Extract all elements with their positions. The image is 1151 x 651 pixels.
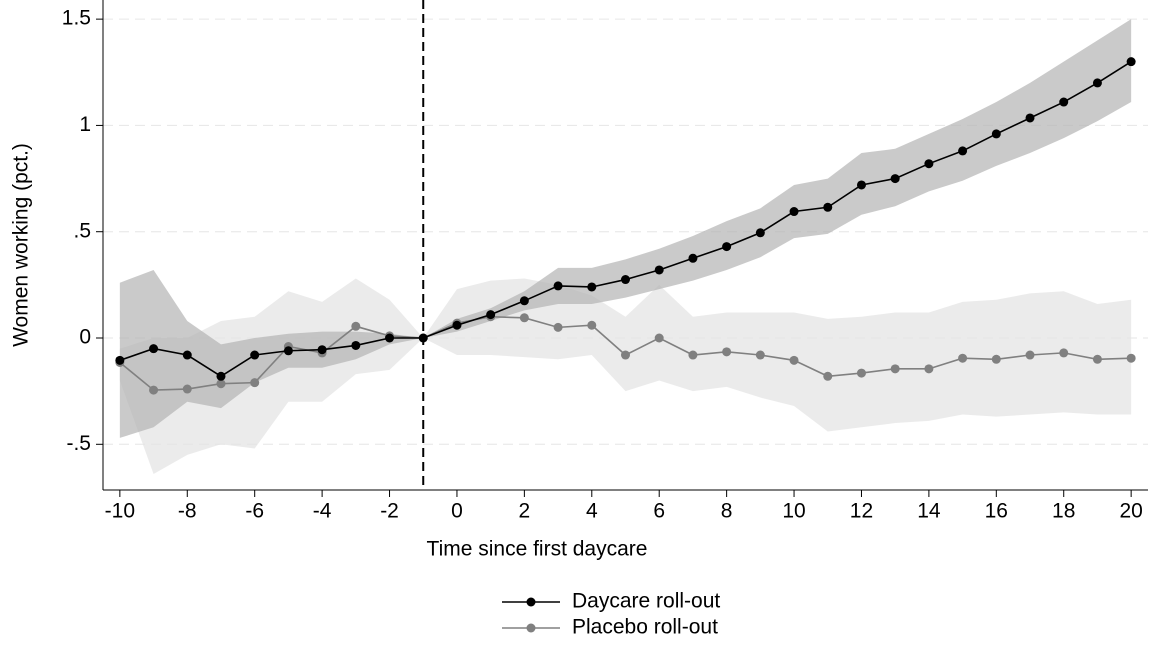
data-point	[1059, 97, 1069, 107]
data-point	[1092, 78, 1102, 88]
data-point	[1126, 57, 1136, 67]
x-tick-label: 4	[586, 500, 598, 523]
confidence-band	[119, 19, 1132, 438]
x-axis-label: Time since first daycare	[427, 538, 648, 561]
x-tick-label: 12	[850, 500, 873, 523]
x-tick-label: 10	[782, 500, 805, 523]
data-point	[553, 281, 563, 291]
data-point	[250, 350, 260, 360]
data-point	[1092, 354, 1102, 364]
data-point	[621, 275, 630, 285]
x-tick-label: 20	[1119, 500, 1142, 523]
data-point	[1059, 348, 1069, 358]
x-tick-label: -2	[380, 500, 399, 523]
data-point	[823, 202, 833, 212]
data-point	[149, 385, 159, 395]
data-point	[688, 253, 698, 263]
data-point	[958, 146, 968, 156]
data-point	[149, 344, 159, 354]
data-point	[452, 320, 462, 330]
data-point	[924, 159, 934, 169]
data-point	[755, 228, 765, 238]
data-point	[216, 379, 226, 389]
legend-marker	[526, 597, 536, 607]
data-point	[418, 333, 428, 343]
data-point	[385, 333, 395, 343]
legend-label: Daycare roll-out	[572, 590, 720, 613]
data-point	[587, 282, 597, 292]
legend-label: Placebo roll-out	[572, 616, 718, 639]
x-tick-label: 14	[917, 500, 941, 523]
x-tick-label: 8	[721, 500, 733, 523]
data-point	[283, 346, 293, 356]
data-point	[789, 355, 799, 365]
x-tick-label: 6	[653, 500, 665, 523]
data-point	[182, 350, 192, 360]
x-tick-label: 2	[519, 500, 531, 523]
data-point	[991, 354, 1001, 364]
data-point	[621, 350, 630, 360]
data-point	[115, 355, 125, 365]
data-point	[722, 347, 732, 357]
data-point	[351, 321, 361, 331]
data-point	[890, 174, 900, 184]
data-point	[182, 384, 192, 394]
y-tick-label: .5	[73, 219, 91, 242]
y-tick-label: 1	[79, 113, 91, 136]
x-tick-label: 16	[985, 500, 1008, 523]
data-point	[722, 242, 732, 252]
y-tick-label: 1.5	[62, 7, 91, 30]
y-tick-label: 0	[79, 326, 91, 349]
x-tick-label: 18	[1052, 500, 1075, 523]
data-point	[317, 345, 327, 355]
data-point	[486, 310, 496, 320]
y-tick-label: -.5	[66, 432, 91, 455]
data-point	[351, 340, 361, 350]
legend-marker	[526, 623, 536, 633]
data-point	[856, 180, 866, 190]
data-point	[654, 333, 664, 343]
x-tick-label: -4	[313, 500, 332, 523]
data-point	[1126, 353, 1136, 363]
data-point	[924, 364, 934, 374]
x-tick-label: -10	[105, 500, 135, 523]
data-point	[1025, 350, 1035, 360]
data-point	[553, 322, 563, 332]
data-point	[216, 371, 226, 381]
data-point	[823, 371, 833, 381]
confidence-band	[119, 278, 1132, 475]
x-tick-label: -8	[178, 500, 197, 523]
data-point	[856, 368, 866, 378]
data-point	[890, 364, 900, 374]
data-point	[519, 296, 529, 306]
data-point	[587, 320, 597, 330]
data-point	[755, 350, 765, 360]
data-point	[789, 207, 799, 217]
x-tick-label: 0	[451, 500, 463, 523]
y-axis-label: Women working (pct.)	[10, 143, 33, 347]
data-point	[958, 353, 968, 363]
data-point	[654, 265, 664, 275]
data-point	[250, 378, 260, 388]
data-point	[519, 313, 529, 323]
data-point	[688, 350, 698, 360]
x-tick-label: -6	[245, 500, 264, 523]
data-point	[991, 129, 1001, 139]
data-point	[1025, 113, 1035, 123]
